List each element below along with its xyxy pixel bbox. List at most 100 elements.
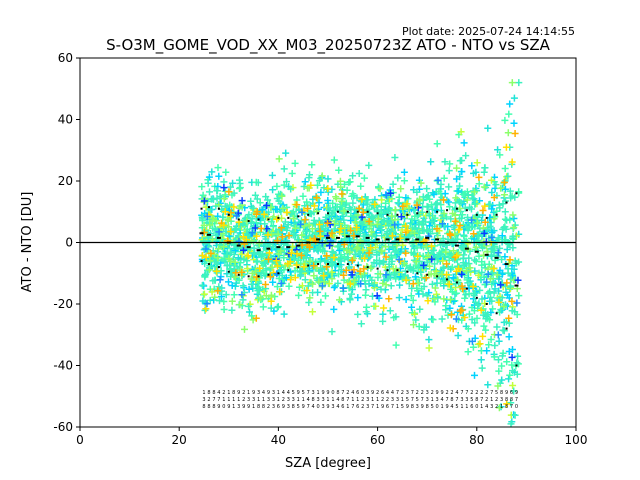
- stat-point-mean_minus_std: [515, 364, 518, 367]
- count-label: 1: [396, 404, 399, 410]
- x-tick-label: 20: [172, 433, 187, 447]
- stat-point-mean_plus_std: [327, 212, 329, 215]
- count-label: 4: [450, 404, 453, 410]
- count-label: 1: [480, 404, 483, 410]
- stat-point-mean_plus_std: [217, 207, 220, 210]
- count-label: 7: [411, 390, 414, 396]
- x-tick-label: 60: [370, 433, 385, 447]
- count-label: 8: [336, 390, 339, 396]
- stat-point-mean_minus_std: [227, 270, 230, 273]
- count-label: 2: [450, 390, 453, 396]
- count-label: 7: [307, 404, 310, 410]
- count-label: 7: [371, 404, 374, 410]
- count-label: 2: [485, 397, 488, 403]
- count-label: 2: [431, 390, 434, 396]
- count-label: 1: [460, 404, 463, 410]
- stat-point-mean: [266, 247, 271, 250]
- stat-point-mean: [395, 238, 400, 241]
- stat-point-mean_plus_std: [267, 218, 270, 221]
- y-tick-label: 40: [58, 113, 73, 127]
- count-label: 1: [431, 397, 434, 403]
- count-label: 9: [515, 390, 518, 396]
- count-label: 9: [227, 404, 230, 410]
- stat-point-mean: [276, 246, 281, 249]
- count-label: 6: [341, 404, 344, 410]
- count-label: 7: [490, 390, 493, 396]
- stat-point-mean_plus_std: [277, 216, 280, 219]
- count-label: 4: [262, 390, 265, 396]
- count-label: 0: [361, 390, 364, 396]
- count-label: 2: [381, 397, 384, 403]
- plot-date: Plot date: 2025-07-24 14:14:55: [402, 25, 575, 38]
- count-label: 8: [411, 404, 414, 410]
- statistics-points: [199, 192, 519, 367]
- stat-point-mean_minus_std: [267, 273, 270, 276]
- count-label: 7: [460, 390, 463, 396]
- x-axis-ticks: 0 20 40 60 80 100: [76, 427, 587, 447]
- count-label: 6: [510, 390, 513, 396]
- stat-point-mean_plus_std: [436, 210, 439, 213]
- scatter-points: [198, 79, 523, 428]
- x-axis-label: SZA [degree]: [285, 456, 371, 471]
- count-label: 7: [510, 404, 513, 410]
- count-label: 2: [416, 390, 419, 396]
- count-label: 3: [436, 397, 439, 403]
- count-label: 9: [381, 404, 384, 410]
- count-label: 5: [302, 390, 305, 396]
- stat-point-mean: [326, 236, 330, 239]
- stat-point-mean: [484, 253, 489, 256]
- stat-point-mean_minus_std: [346, 263, 349, 266]
- count-label: 5: [292, 390, 295, 396]
- count-label: 7: [515, 397, 518, 403]
- count-label: 9: [217, 404, 220, 410]
- count-label: 8: [292, 404, 295, 410]
- stat-point-mean: [415, 238, 420, 241]
- count-label: 9: [321, 390, 324, 396]
- count-label: 2: [495, 397, 498, 403]
- count-label: 2: [376, 390, 379, 396]
- stat-point-mean_minus_std: [287, 269, 290, 272]
- stat-point-mean_minus_std: [436, 275, 439, 278]
- count-label: 5: [470, 397, 473, 403]
- y-tick-label: -20: [53, 297, 73, 311]
- stat-point-mean_plus_std: [307, 213, 310, 216]
- stat-point-mean: [365, 236, 370, 239]
- stat-point-mean_plus_std: [416, 212, 419, 215]
- stat-point-mean_minus_std: [446, 278, 449, 281]
- count-label: 3: [406, 390, 409, 396]
- count-label: 2: [346, 390, 349, 396]
- count-label: 0: [331, 390, 334, 396]
- count-label: 6: [277, 404, 280, 410]
- count-label: 2: [401, 390, 404, 396]
- count-label: 7: [445, 397, 448, 403]
- count-label: 1: [401, 397, 404, 403]
- stat-point-mean_plus_std: [446, 209, 449, 212]
- count-label: 3: [500, 397, 503, 403]
- count-label: 7: [480, 397, 483, 403]
- count-label: 1: [371, 397, 374, 403]
- count-label: 2: [386, 397, 389, 403]
- count-label: 4: [307, 397, 310, 403]
- count-label: 1: [297, 397, 300, 403]
- stat-point-mean_plus_std: [366, 210, 369, 213]
- count-label: 4: [217, 390, 220, 396]
- count-label: 3: [391, 397, 394, 403]
- count-label: 1: [346, 404, 349, 410]
- count-label: 7: [421, 397, 424, 403]
- y-tick-label: 60: [58, 51, 73, 65]
- count-label: 3: [287, 404, 290, 410]
- stat-point-mean_minus_std: [406, 270, 409, 273]
- stat-point-mean_plus_std: [227, 213, 230, 216]
- count-label: 3: [267, 397, 270, 403]
- count-label: 3: [247, 397, 250, 403]
- stat-point-mean: [226, 241, 231, 244]
- stat-point-mean_minus_std: [356, 264, 359, 267]
- x-tick-label: 0: [76, 433, 84, 447]
- count-label: 3: [316, 397, 319, 403]
- count-label: 8: [312, 397, 315, 403]
- count-label: 1: [376, 397, 379, 403]
- count-label: 1: [331, 397, 334, 403]
- scatter-marker-group: [202, 176, 521, 345]
- count-label: 4: [282, 390, 285, 396]
- stat-point-mean: [514, 284, 519, 287]
